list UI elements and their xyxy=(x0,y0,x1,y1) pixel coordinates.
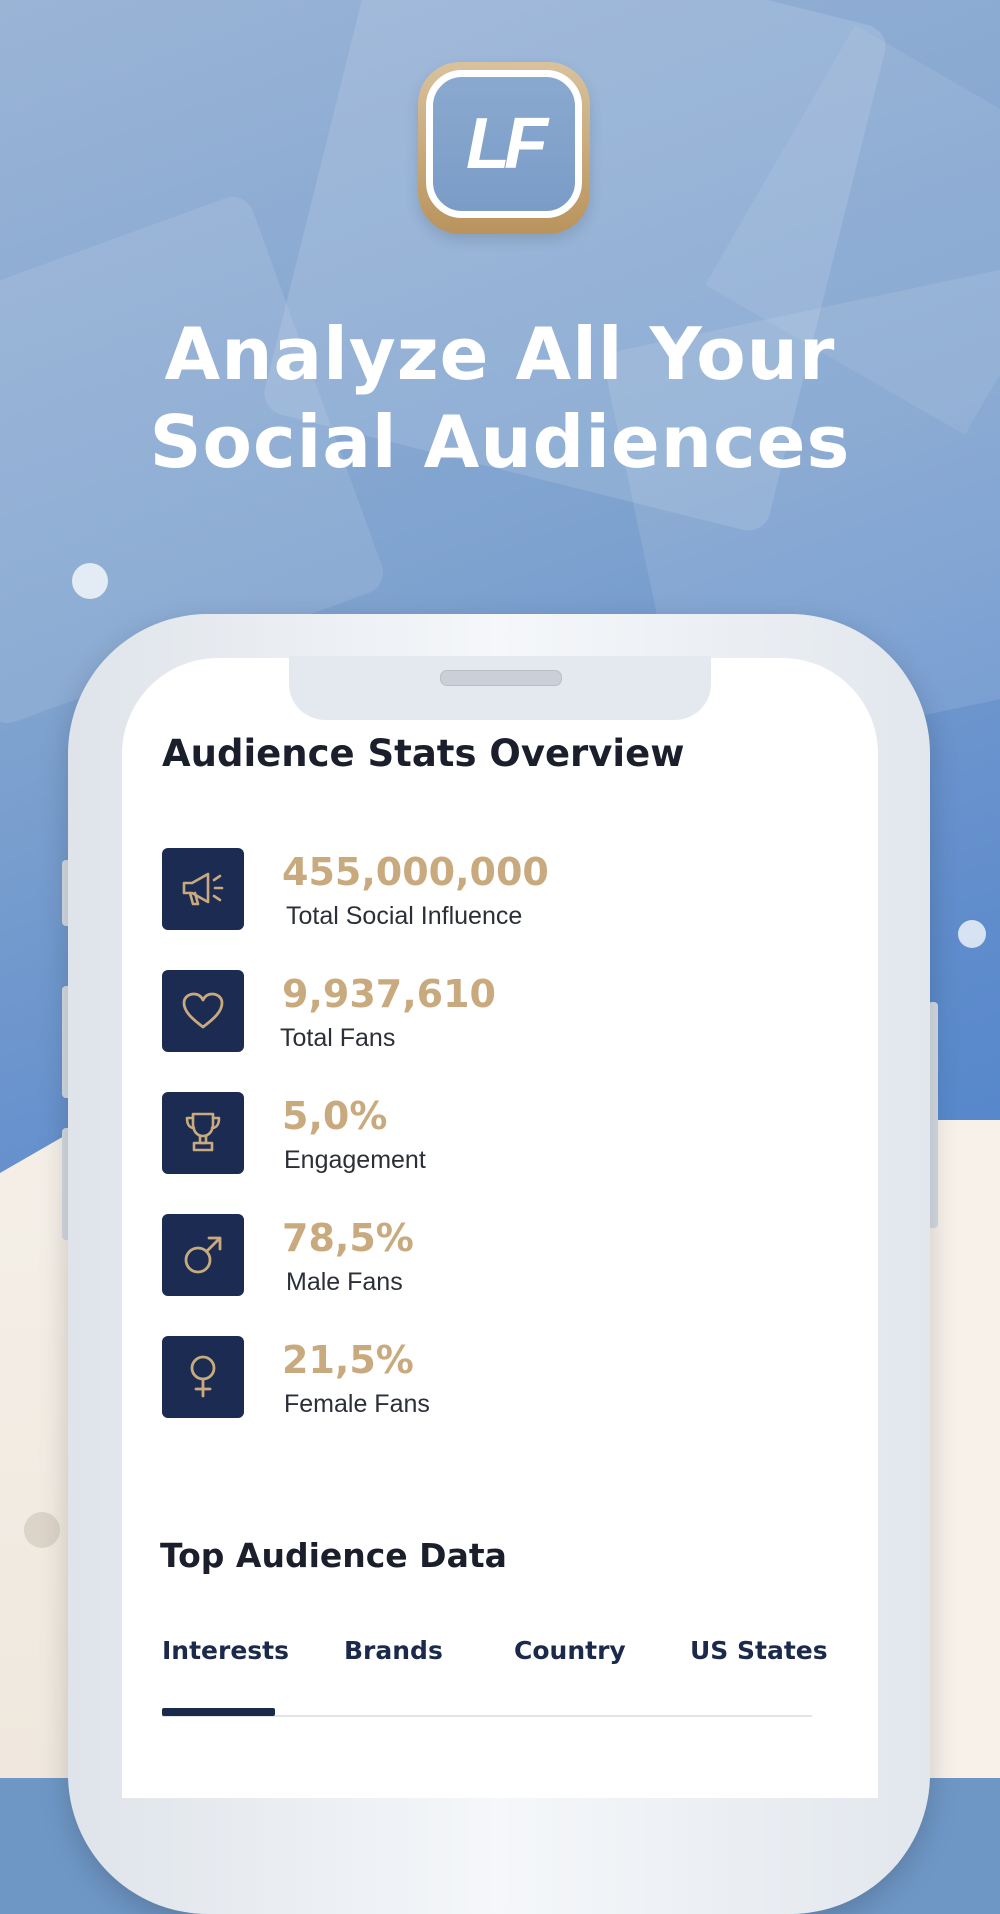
stat-value: 78,5% xyxy=(282,1216,414,1260)
stat-label: Female Fans xyxy=(284,1390,430,1418)
trophy-icon xyxy=(185,1112,221,1152)
stat-value: 455,000,000 xyxy=(282,850,549,894)
headline-line-1: Analyze All Your xyxy=(164,312,836,396)
tab-interests[interactable]: Interests xyxy=(162,1636,290,1665)
stat-label: Engagement xyxy=(284,1146,426,1174)
stat-value: 5,0% xyxy=(282,1094,388,1138)
stat-total-fans: 9,937,610 Total Fans xyxy=(162,970,762,1054)
tabs-divider xyxy=(162,1715,812,1717)
phone-screen xyxy=(122,658,878,1798)
stat-value: 9,937,610 xyxy=(282,972,496,1016)
male-symbol-icon xyxy=(184,1236,222,1274)
tab-country[interactable]: Country xyxy=(514,1636,626,1665)
megaphone-icon xyxy=(182,872,224,906)
background-cream-area xyxy=(930,1120,1000,1778)
tab-brands[interactable]: Brands xyxy=(344,1636,443,1665)
app-logo-text: LF xyxy=(466,104,548,184)
heart-icon xyxy=(182,992,224,1029)
stat-engagement: 5,0% Engagement xyxy=(162,1092,762,1176)
headline-line-2: Social Audiences xyxy=(149,400,851,484)
top-audience-tabs: Interests Brands Country US States xyxy=(162,1636,828,1716)
app-logo-inner: LF xyxy=(426,70,582,218)
stat-label: Total Fans xyxy=(280,1024,396,1052)
decorative-dot xyxy=(72,563,108,599)
stat-male-fans: 78,5% Male Fans xyxy=(162,1214,762,1298)
phone-notch xyxy=(289,656,711,720)
active-tab-indicator xyxy=(162,1708,275,1716)
phone-speaker xyxy=(440,670,562,686)
female-symbol-icon xyxy=(190,1355,216,1398)
phone-power-button xyxy=(928,1002,938,1228)
decorative-dot xyxy=(24,1512,60,1548)
phone-volume-down-button xyxy=(62,1128,72,1240)
audience-stats-overview-title: Audience Stats Overview xyxy=(162,732,685,775)
stat-value: 21,5% xyxy=(282,1338,414,1382)
tab-us-states[interactable]: US States xyxy=(690,1636,828,1665)
top-audience-data-title: Top Audience Data xyxy=(160,1536,507,1575)
app-logo: LF xyxy=(418,62,590,234)
stat-icon-box xyxy=(162,848,244,930)
headline: Analyze All Your Social Audiences xyxy=(0,310,1000,486)
stat-label: Total Social Influence xyxy=(286,902,523,930)
stat-icon-box xyxy=(162,1336,244,1418)
stat-icon-box xyxy=(162,1214,244,1296)
stat-total-social-influence: 455,000,000 Total Social Influence xyxy=(162,848,762,932)
stat-icon-box xyxy=(162,1092,244,1174)
stat-label: Male Fans xyxy=(286,1268,403,1296)
phone-volume-up-button xyxy=(62,986,72,1098)
stat-icon-box xyxy=(162,970,244,1052)
phone-side-button xyxy=(62,860,72,926)
stat-female-fans: 21,5% Female Fans xyxy=(162,1336,762,1420)
decorative-dot xyxy=(958,920,986,948)
